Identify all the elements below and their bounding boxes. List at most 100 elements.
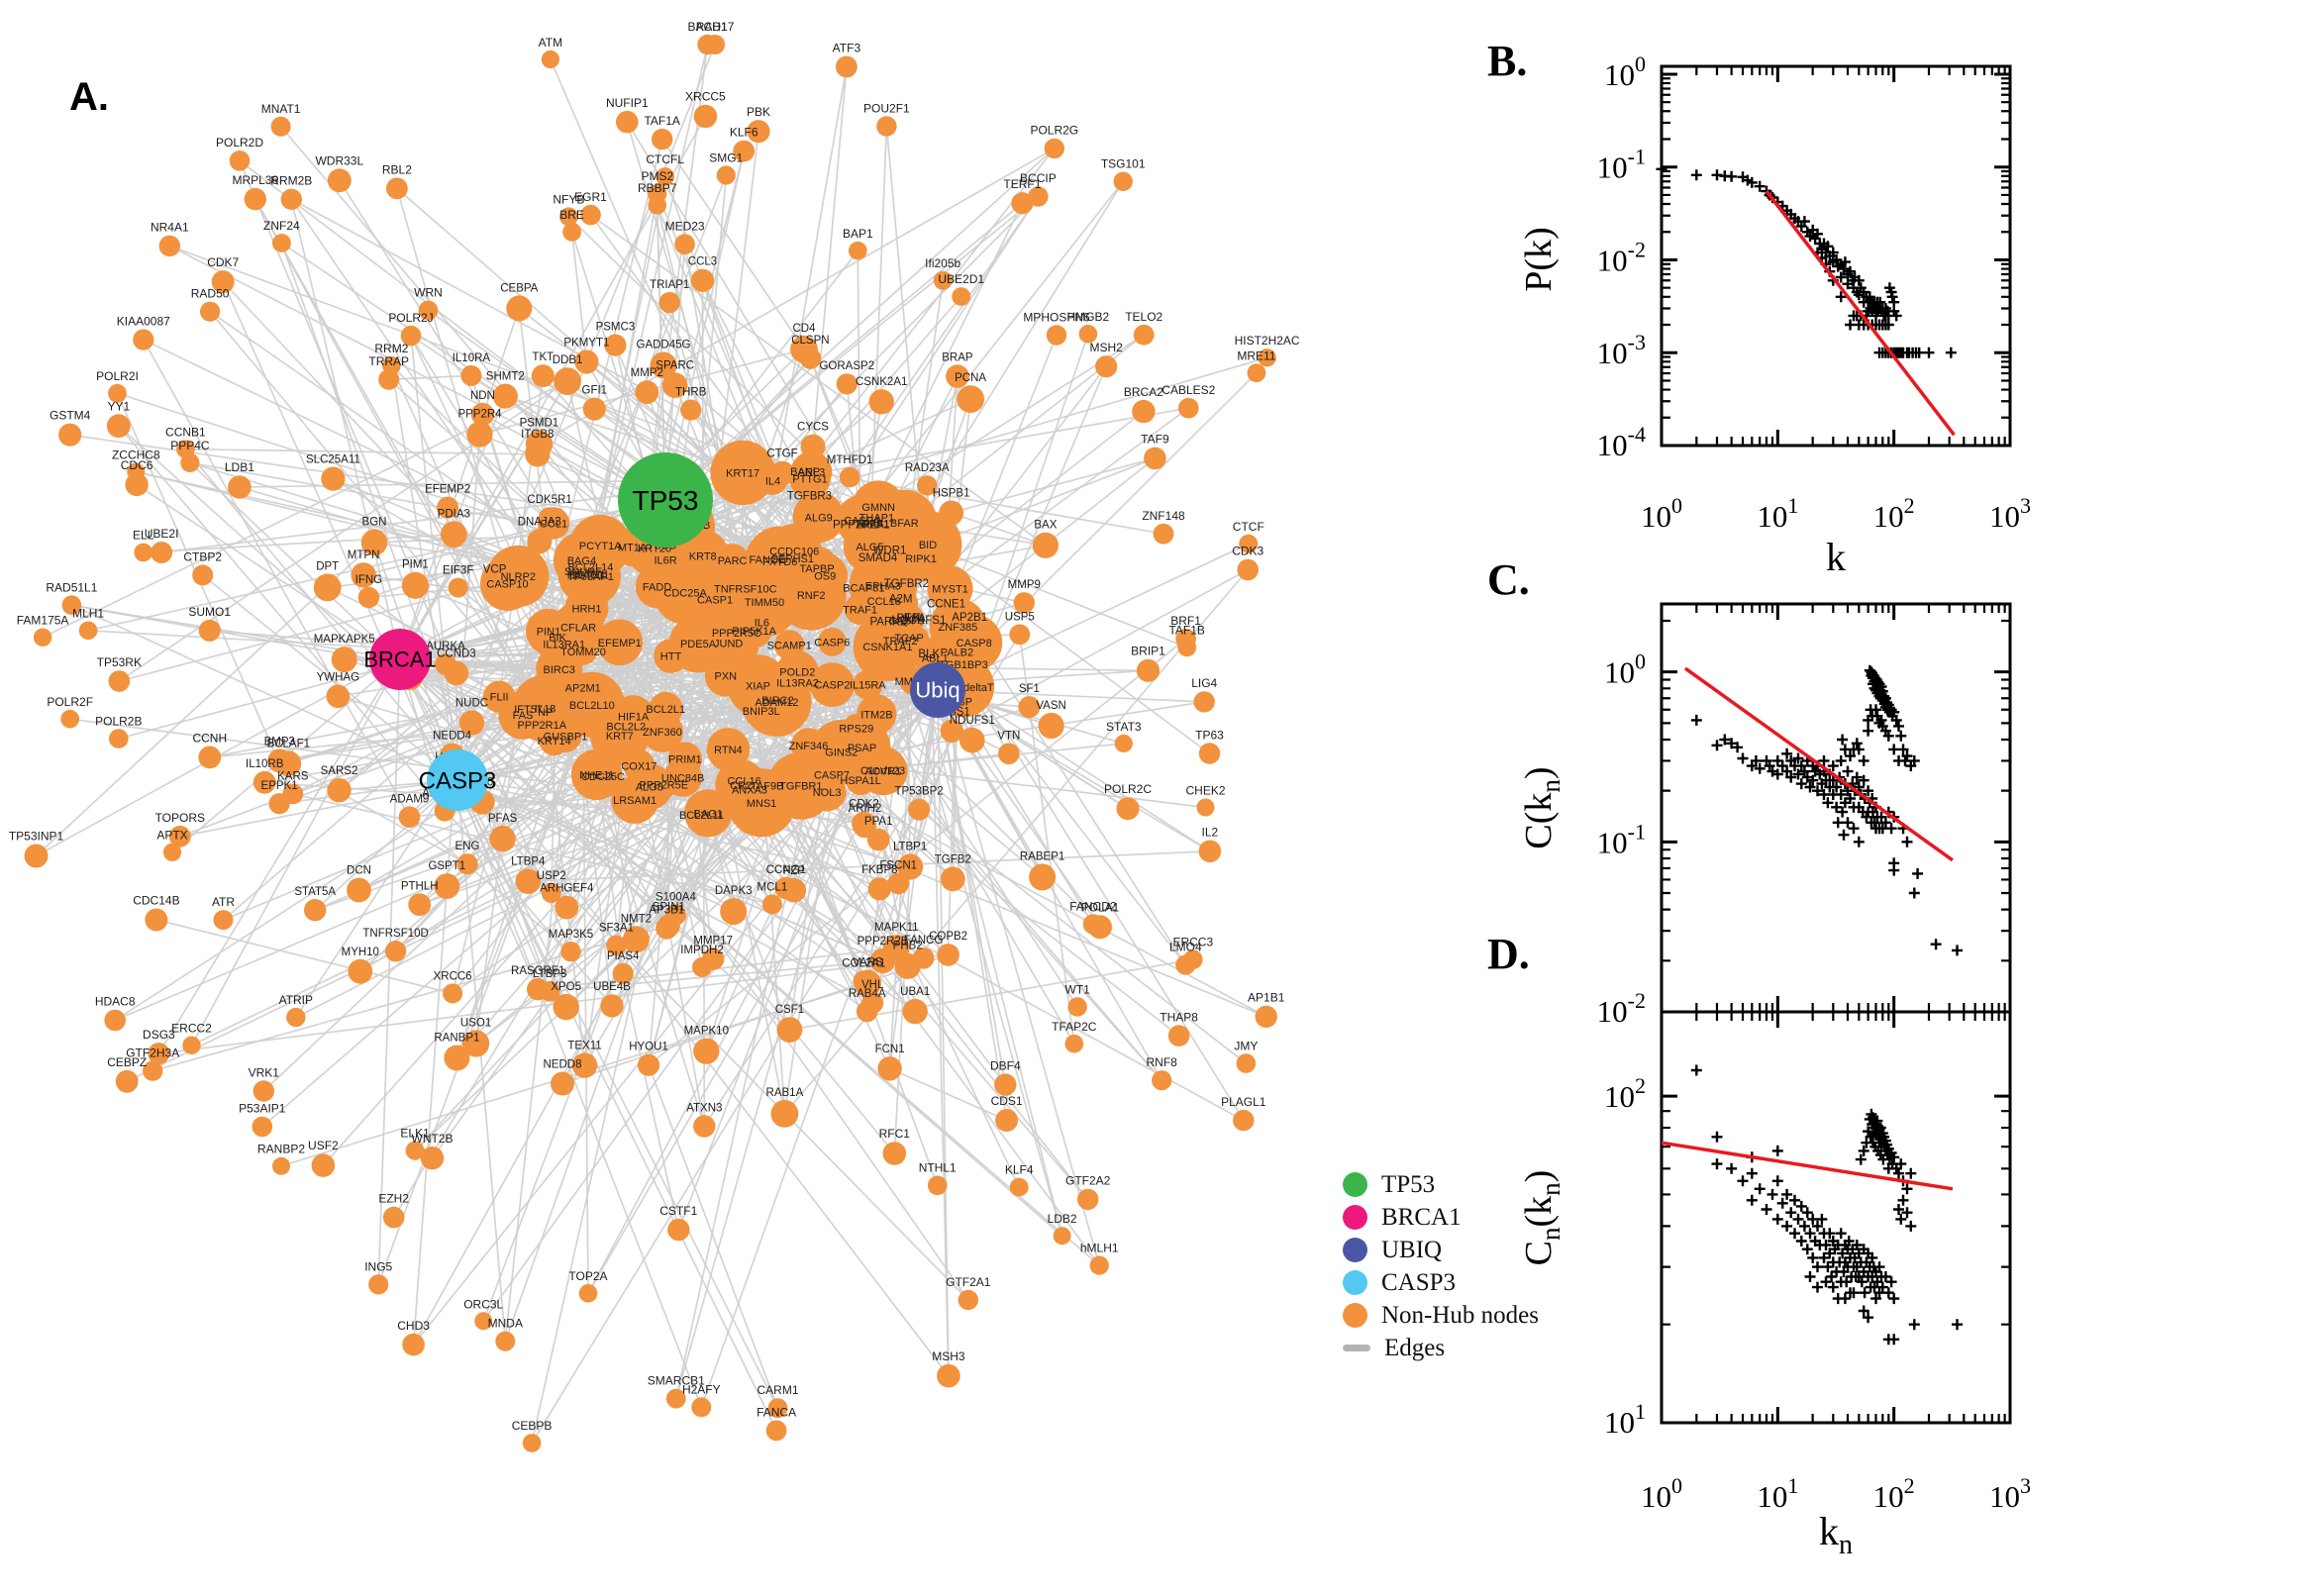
- non-hub-node: [960, 727, 985, 753]
- gene-label: HDAC8: [95, 995, 136, 1009]
- gene-label: ZNF360: [643, 727, 682, 739]
- gene-label: PSMD1: [520, 418, 559, 430]
- gene-label: NTHL1: [919, 1161, 957, 1175]
- non-hub-node: [1132, 399, 1156, 424]
- gene-label: GTF2A1: [946, 1275, 991, 1289]
- gene-label: MMP17: [693, 935, 733, 947]
- gene-label: GTF2H3A: [126, 1046, 179, 1059]
- non-hub-node: [541, 882, 561, 904]
- gene-label: IL4: [765, 475, 780, 487]
- gene-label: CDK2: [849, 799, 879, 811]
- gene-label: CTCFL: [646, 152, 684, 166]
- gene-label: TRAF2: [883, 636, 918, 648]
- gene-label: CEBPB: [512, 1419, 553, 1433]
- non-hub-node: [506, 295, 533, 322]
- non-hub-node: [1237, 558, 1259, 581]
- non-hub-node: [706, 728, 751, 771]
- non-hub-node: [635, 564, 679, 609]
- non-hub-node: [745, 605, 779, 640]
- gene-label: TRIAP1: [650, 279, 689, 291]
- non-hub-node: [649, 691, 683, 727]
- gene-label: BCL2L11: [679, 810, 724, 822]
- non-hub-node: [667, 1218, 690, 1242]
- gene-label: NR4A1: [151, 221, 189, 235]
- gene-label: hMLH1: [1080, 1242, 1119, 1255]
- non-hub-node: [933, 270, 953, 290]
- gene-label: WT1: [1064, 982, 1090, 996]
- non-hub-node: [466, 421, 493, 448]
- gene-label: TGFBR1: [779, 781, 822, 793]
- non-hub-node: [940, 866, 965, 892]
- non-hub-node: [702, 948, 725, 970]
- non-hub-node: [1067, 997, 1087, 1017]
- gene-label: PIAS4: [607, 950, 640, 962]
- non-hub-node: [790, 335, 818, 363]
- gene-label: TP63: [1195, 728, 1224, 742]
- gene-label: IL2: [1202, 826, 1219, 840]
- gene-label: TAF1B: [1168, 623, 1204, 637]
- tick-label: 103: [1989, 1473, 2031, 1514]
- gene-label: DPT: [316, 561, 339, 573]
- gene-label: BAG1: [694, 808, 723, 820]
- non-hub-node: [1064, 1034, 1084, 1053]
- gene-label: BRAP: [942, 351, 973, 363]
- gene-label: MCL1: [758, 881, 788, 893]
- gene-label: SF3A1: [599, 923, 634, 935]
- edge-line-icon: [1343, 1345, 1370, 1351]
- gene-label: IL10RA: [453, 352, 491, 364]
- gene-label: PPP2R2B: [858, 936, 909, 948]
- legend-label: BRCA1: [1381, 1203, 1462, 1231]
- gene-label: RBBP7: [638, 181, 677, 195]
- hub-label: CASP3: [419, 767, 497, 794]
- gene-label: P53AIP1: [239, 1102, 286, 1116]
- non-hub-node: [650, 770, 678, 799]
- gene-label: CASP1: [697, 594, 733, 606]
- non-hub-node: [600, 994, 624, 1018]
- gene-label: APAF1: [856, 519, 889, 531]
- gene-label: TEX11: [567, 1040, 601, 1051]
- gene-label: MNDA: [488, 1317, 523, 1331]
- gene-label: CASP9: [889, 615, 925, 627]
- non-hub-node: [849, 241, 867, 260]
- gene-label: SLC25A11: [306, 454, 360, 466]
- non-hub-node: [1198, 840, 1222, 863]
- non-hub-node: [836, 55, 858, 78]
- gene-label: JMY: [1234, 1039, 1258, 1052]
- gene-label: TGFBR2: [884, 578, 929, 590]
- gene-label: OS9: [814, 570, 836, 582]
- gene-label: CCL1: [540, 518, 567, 530]
- gene-label: KRT17: [726, 467, 759, 479]
- gene-label: THRB: [675, 387, 707, 399]
- gene-label: IL13RA1: [543, 640, 585, 651]
- gene-label: BCAP31: [843, 583, 884, 595]
- gene-label: BAX: [1034, 520, 1057, 532]
- non-hub-node: [897, 853, 924, 880]
- non-hub-node: [109, 729, 129, 748]
- gene-label: IMPDH2: [680, 945, 723, 956]
- gene-label: HMGB2: [1067, 310, 1110, 324]
- gene-label: BCCIP: [1020, 171, 1057, 185]
- non-hub-node: [693, 1115, 716, 1138]
- non-hub-node: [765, 1420, 787, 1442]
- gene-label: CASP7: [814, 769, 850, 781]
- non-hub-node: [182, 1036, 201, 1055]
- gene-label: PTHLH: [401, 880, 439, 892]
- gene-label: MAPKAPK5: [314, 634, 375, 646]
- gene-label: ABL1: [922, 653, 949, 665]
- non-hub-node: [637, 1053, 660, 1076]
- non-hub-node: [443, 983, 463, 1004]
- gene-label: BAG4: [567, 555, 596, 567]
- non-hub-node: [1053, 1227, 1071, 1246]
- gene-label: CTBP2: [183, 549, 222, 563]
- non-hub-node: [606, 935, 627, 956]
- non-hub-node: [382, 355, 401, 375]
- non-hub-node: [272, 234, 291, 252]
- gene-label: ELL: [133, 529, 154, 543]
- non-hub-node: [927, 1175, 948, 1196]
- legend-label: UBIQ: [1381, 1236, 1443, 1263]
- non-hub-node: [198, 746, 222, 769]
- non-hub-node: [313, 573, 342, 602]
- non-hub-node: [1032, 532, 1059, 558]
- gene-label: WRN: [414, 286, 443, 300]
- gene-label: POLR2I: [96, 369, 139, 383]
